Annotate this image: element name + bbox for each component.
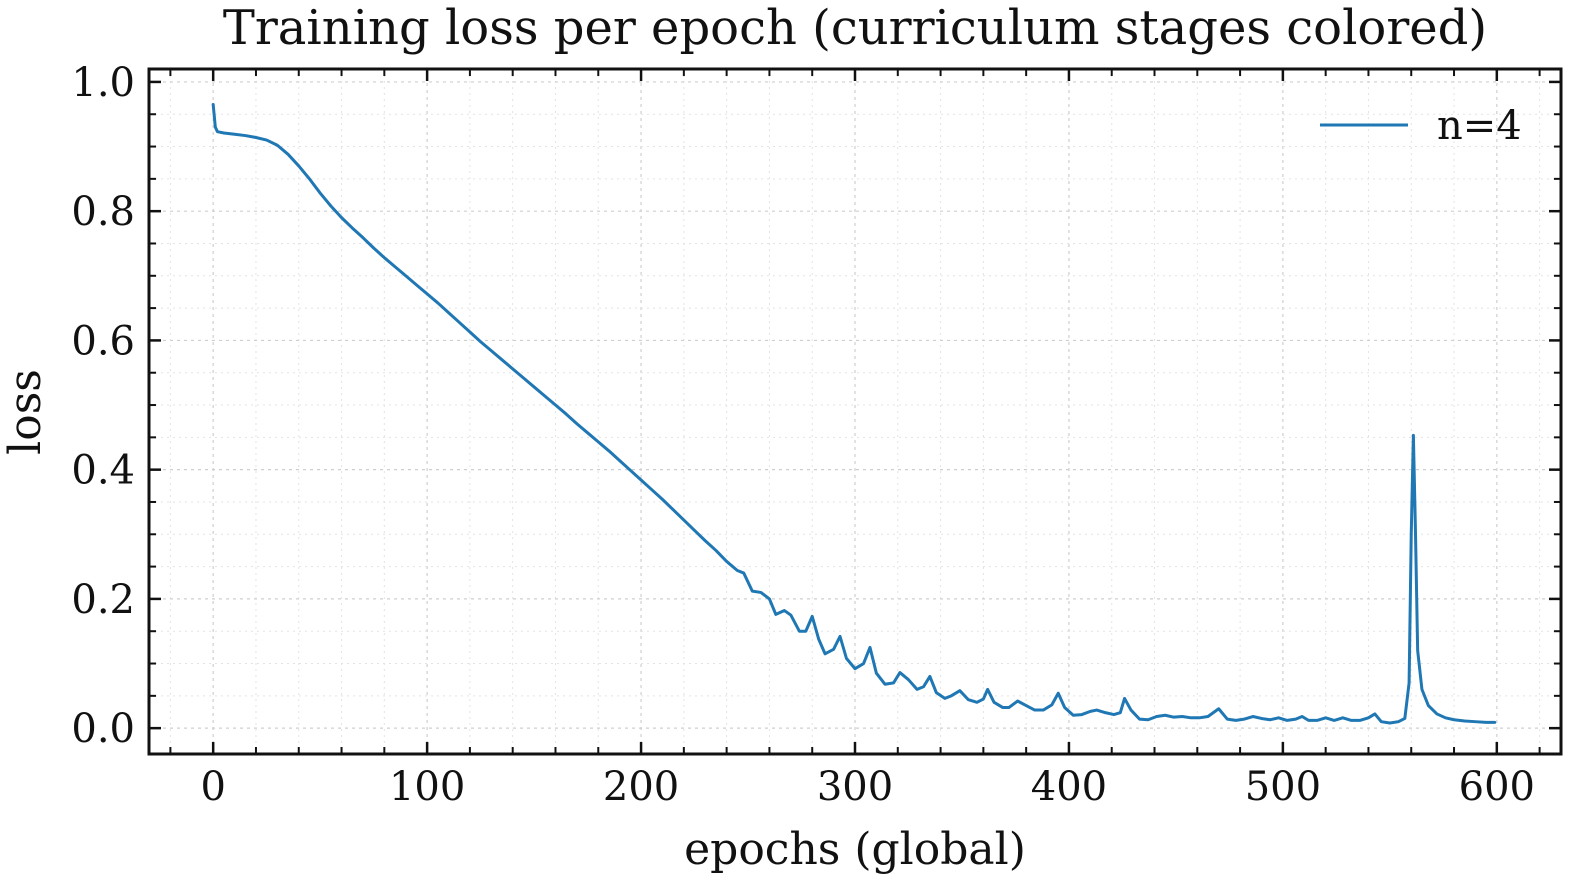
legend-label-n4: n=4 <box>1437 103 1522 149</box>
y-tick-label: 0.8 <box>71 189 135 235</box>
y-tick-label: 0.2 <box>71 577 135 623</box>
x-tick-label: 600 <box>1459 764 1535 810</box>
x-tick-label: 0 <box>200 764 225 810</box>
series-line-n4 <box>211 103 1497 725</box>
tick-layer: 0 100 200 300 400 500 600 0.0 0.2 0.4 0.6 0.8 1.0 <box>71 60 1561 810</box>
x-tick-label: 500 <box>1245 764 1321 810</box>
x-tick-label: 200 <box>603 764 679 810</box>
y-tick-label: 0.6 <box>71 318 135 364</box>
x-tick-label: 100 <box>389 764 465 810</box>
plot-frame <box>147 67 1563 756</box>
x-tick-label: 400 <box>1031 764 1107 810</box>
grid-layer <box>149 69 1561 754</box>
legend: n=4 <box>1320 103 1522 149</box>
chart-title: Training loss per epoch (curriculum stag… <box>223 0 1487 56</box>
y-tick-label: 0.0 <box>71 706 135 752</box>
y-tick-label: 1.0 <box>71 60 135 106</box>
x-tick-label: 300 <box>817 764 893 810</box>
x-axis-label: epochs (global) <box>684 824 1026 875</box>
series-layer <box>211 103 1497 725</box>
y-tick-label: 0.4 <box>71 448 135 494</box>
y-axis-label: loss <box>0 369 51 455</box>
